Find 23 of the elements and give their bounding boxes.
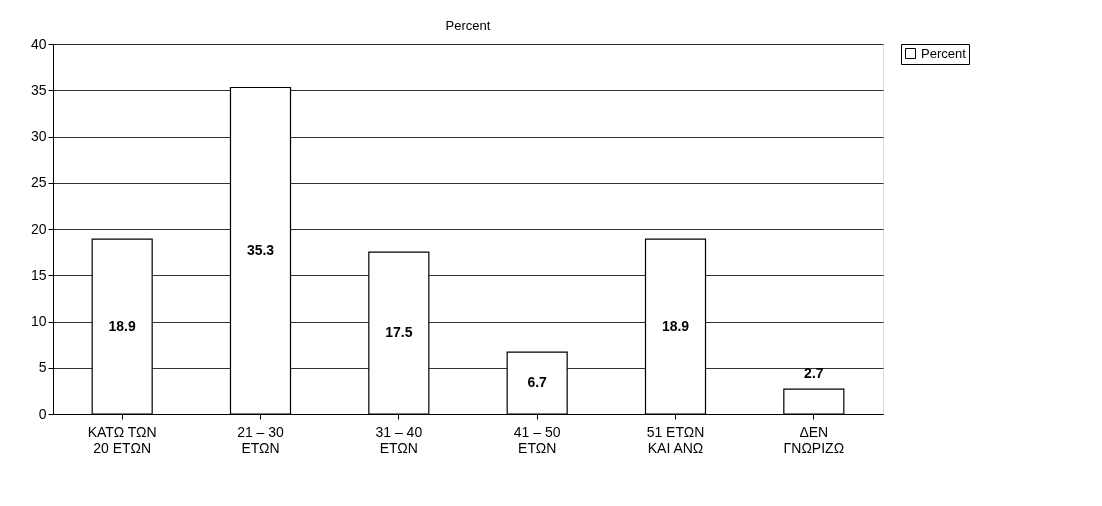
x-tick-label: 51 ΕΤΩΝ ΚΑΙ ΑΝΩ bbox=[646, 423, 705, 456]
data-label: 35.3 bbox=[246, 241, 275, 258]
y-tick-label: 40 bbox=[30, 35, 47, 52]
data-label: 17.5 bbox=[385, 324, 413, 341]
x-tick-label: ΚΑΤΩ ΤΩΝ 20 ΕΤΩΝ bbox=[87, 423, 157, 456]
x-tick-label: 41 – 50 ΕΤΩΝ bbox=[513, 423, 561, 456]
chart-title: Percent bbox=[445, 18, 491, 33]
x-tick-label: 31 – 40 ΕΤΩΝ bbox=[375, 423, 423, 456]
data-label: 6.7 bbox=[527, 374, 548, 391]
y-tick-label: 0 bbox=[38, 405, 47, 422]
y-tick-label: 10 bbox=[30, 313, 47, 329]
y-tick-label: 20 bbox=[30, 220, 47, 237]
y-tick-label: 25 bbox=[30, 174, 47, 191]
y-tick-label: 35 bbox=[30, 81, 47, 98]
data-label: 18.9 bbox=[661, 317, 690, 334]
y-tick-label: 30 bbox=[30, 128, 47, 144]
data-label: 18.9 bbox=[108, 317, 136, 334]
y-tick-label: 5 bbox=[38, 359, 47, 376]
data-label: 2.7 bbox=[804, 365, 824, 382]
x-tick-label: 21 – 30 ΕΤΩΝ bbox=[237, 423, 285, 456]
y-tick-label: 15 bbox=[30, 266, 47, 283]
x-tick-label: ΔΕΝ ΓΝΩΡΙΖΩ bbox=[783, 423, 845, 456]
legend-label: Percent bbox=[921, 45, 967, 61]
